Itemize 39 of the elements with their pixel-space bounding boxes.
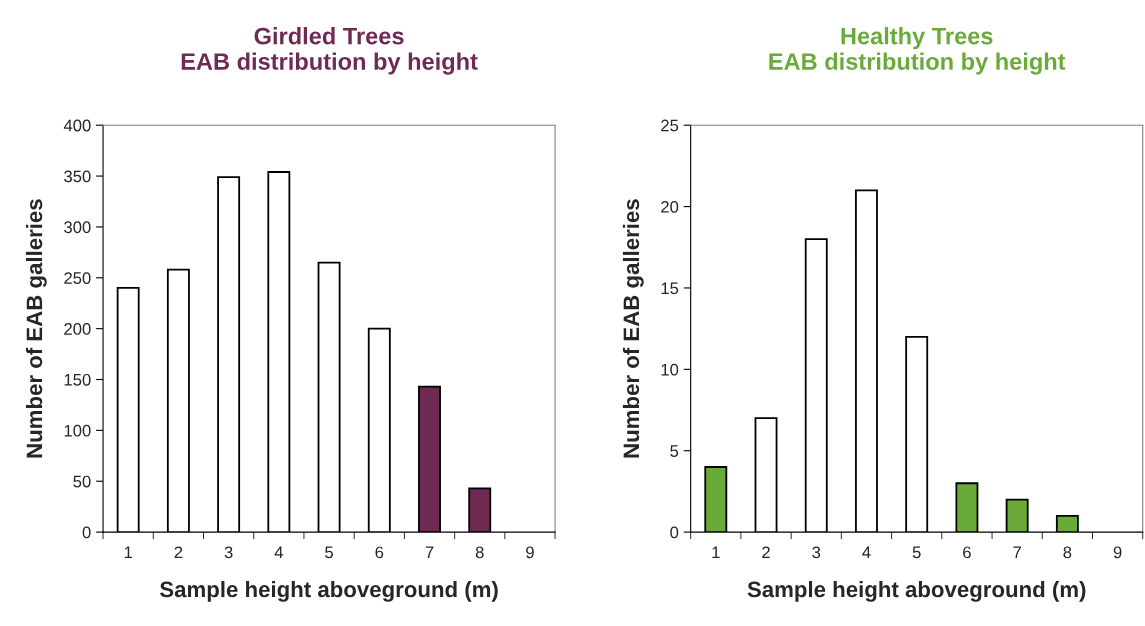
y-tick-label: 50 <box>73 475 91 488</box>
x-tick-label: 7 <box>1013 546 1021 559</box>
y-axis-title: Number of EAB galleries <box>622 199 644 458</box>
y-tick-label: 200 <box>64 323 91 335</box>
x-tick-label: 3 <box>224 546 233 559</box>
x-tick-label: 6 <box>375 546 384 559</box>
x-tick-label: 8 <box>475 546 484 559</box>
x-tick-label: 9 <box>1113 546 1122 559</box>
y-tick-label: 350 <box>64 170 91 183</box>
x-tick-label: 3 <box>812 546 821 559</box>
y-tick-label: 150 <box>64 373 91 386</box>
y-tick-label: 250 <box>64 272 91 284</box>
x-tick-label: 9 <box>526 546 534 559</box>
y-tick-label: 5 <box>670 445 679 457</box>
y-tick-label: 300 <box>64 221 91 234</box>
y-tick-label: 25 <box>661 119 679 132</box>
y-tick-label: 10 <box>661 363 679 376</box>
y-tick-label: 400 <box>63 119 91 132</box>
y-tick-label: 0 <box>82 526 91 539</box>
chart-title: Healthy Trees EAB distribution by height <box>769 27 1066 75</box>
x-tick-label: 2 <box>762 546 770 559</box>
x-axis-title: Sample height aboveground (m) <box>747 580 1086 602</box>
x-tick-label: 1 <box>124 546 132 559</box>
x-tick-label: 2 <box>174 546 183 559</box>
chart-title: Girdled Trees EAB distribution by height <box>181 27 478 75</box>
x-tick-label: 4 <box>862 546 871 559</box>
x-tick-label: 5 <box>325 546 333 559</box>
y-axis-title: Number of EAB galleries <box>25 199 47 458</box>
x-axis-title: Sample height aboveground (m) <box>159 580 498 602</box>
y-tick-label: 20 <box>661 200 679 213</box>
x-tick-label: 4 <box>274 546 283 559</box>
x-tick-label: 7 <box>425 546 434 559</box>
y-tick-label: 100 <box>64 424 91 437</box>
x-tick-label: 6 <box>963 546 971 559</box>
y-tick-label: 0 <box>670 526 679 539</box>
x-tick-label: 1 <box>712 546 720 559</box>
y-tick-label: 15 <box>661 282 679 295</box>
x-tick-label: 5 <box>912 546 921 559</box>
x-tick-label: 8 <box>1063 546 1072 559</box>
